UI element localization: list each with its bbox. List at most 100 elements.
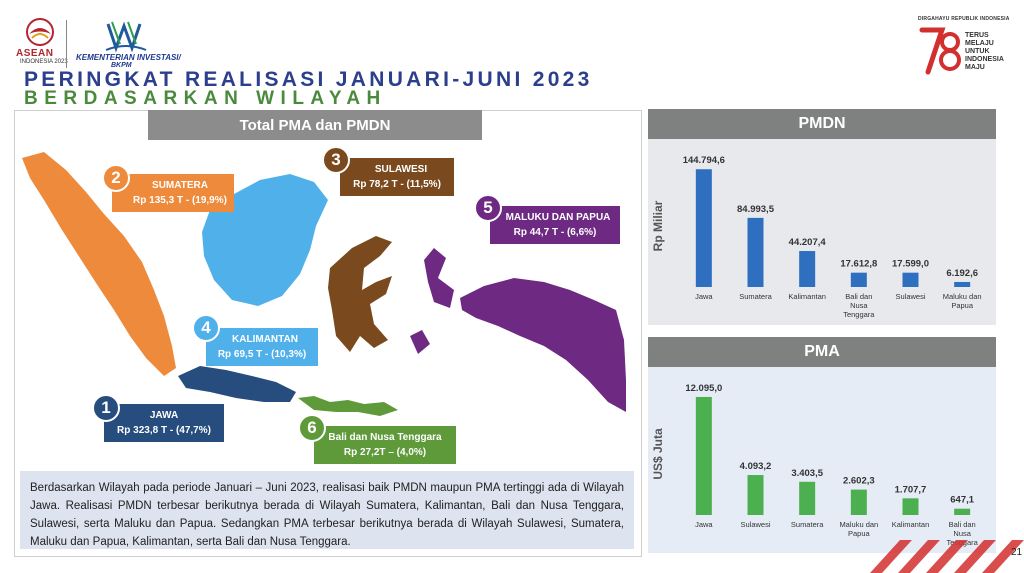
x-tick-label: Maluku dan Papua bbox=[839, 520, 878, 538]
rank-badge-5: 5 bbox=[474, 194, 502, 222]
region-maluku-papua-shape bbox=[410, 248, 626, 412]
pmdn-bar-chart: Rp Miliar 144.794,6 Jawa 84.993,5 Sumatera 44… bbox=[651, 155, 982, 319]
region-label-sulawesi: SULAWESI Rp 78,2 T - (11,5%) bbox=[340, 158, 454, 196]
bar-bali-dan-nusa-tenggara bbox=[850, 272, 867, 287]
region-sulawesi-shape bbox=[328, 236, 392, 352]
bar-maluku-dan-papua bbox=[850, 489, 867, 515]
region-name: MALUKU DAN PAPUA bbox=[505, 212, 611, 223]
rank-badge-3: 3 bbox=[322, 146, 350, 174]
region-value: Rp 69,5 T - (10,3%) bbox=[217, 349, 307, 360]
x-tick-label-line: Jawa bbox=[695, 520, 713, 529]
bar-kalimantan bbox=[902, 498, 919, 515]
pma-chart-title: PMA bbox=[648, 337, 996, 367]
x-tick-label: Maluku dan Papua bbox=[943, 292, 982, 310]
region-label-jawa: JAWA Rp 323,8 T - (47,7%) bbox=[104, 404, 224, 442]
x-tick-label-line: Papua bbox=[848, 529, 871, 538]
x-tick-label: Sumatera bbox=[791, 520, 824, 529]
region-name: KALIMANTAN bbox=[232, 334, 298, 345]
x-tick-label-line: Nusa bbox=[953, 529, 971, 538]
y-axis-label: US$ Juta bbox=[651, 428, 665, 480]
region-name: SUMATERA bbox=[152, 180, 208, 191]
data-label: 2.602,3 bbox=[843, 476, 875, 487]
x-tick-label: Sulawesi bbox=[895, 292, 925, 301]
asean-logo-icon bbox=[26, 18, 54, 46]
region-sumatera-shape bbox=[22, 152, 176, 376]
region-value: Rp 44,7 T - (6,6%) bbox=[513, 227, 597, 238]
x-tick-label-line: Tenggara bbox=[843, 310, 875, 319]
ministry-short: BKPM bbox=[111, 62, 132, 69]
region-label-maluku-papua: MALUKU DAN PAPUA Rp 44,7 T - (6,6%) bbox=[490, 206, 620, 244]
region-value: Rp 135,3 T - (19,9%) bbox=[133, 195, 227, 206]
bar-sumatera bbox=[747, 217, 764, 287]
region-name: Bali dan Nusa Tenggara bbox=[328, 432, 442, 443]
asean-sub-label: INDONESIA 2023 bbox=[20, 59, 68, 65]
x-tick-label-line: Bali dan bbox=[845, 292, 872, 301]
x-tick-label-line: Bali dan bbox=[949, 520, 976, 529]
rank-badge-1: 1 bbox=[92, 394, 120, 422]
x-tick-label: Kalimantan bbox=[788, 292, 826, 301]
data-label: 1.707,7 bbox=[895, 484, 927, 495]
x-tick-label-line: Kalimantan bbox=[892, 520, 930, 529]
bar-jawa bbox=[695, 169, 712, 287]
data-label: 12.095,0 bbox=[685, 383, 722, 394]
x-tick-label-line: Sulawesi bbox=[740, 520, 770, 529]
bar-sumatera bbox=[799, 481, 816, 515]
x-tick-label-line: Maluku dan bbox=[839, 520, 878, 529]
bar-maluku-dan-papua bbox=[954, 281, 971, 287]
data-label: 84.993,5 bbox=[737, 204, 775, 215]
region-name: SULAWESI bbox=[374, 164, 428, 175]
bar-sulawesi bbox=[747, 475, 764, 515]
region-value: Rp 78,2 T - (11,5%) bbox=[353, 179, 441, 190]
region-value: Rp 27,2T – (4,0%) bbox=[343, 447, 427, 458]
x-tick-label-line: Papua bbox=[951, 301, 974, 310]
region-label-bali-nt: Bali dan Nusa Tenggara Rp 27,2T – (4,0%) bbox=[314, 426, 456, 464]
x-tick-label-line: Kalimantan bbox=[788, 292, 826, 301]
data-label: 17.599,0 bbox=[892, 259, 929, 270]
data-label: 17.612,8 bbox=[840, 259, 877, 270]
x-tick-label: Kalimantan bbox=[892, 520, 930, 529]
anniversary-tagline: TERUS MELAJU UNTUK INDONESIA MAJU bbox=[965, 32, 1004, 71]
pmdn-chart-title: PMDN bbox=[648, 109, 996, 139]
y-axis-label: Rp Miliar bbox=[651, 200, 665, 251]
bar-jawa bbox=[695, 396, 712, 515]
map-panel-title: Total PMA dan PMDN bbox=[148, 110, 482, 140]
anniversary-label: DIRGAHAYU REPUBLIK INDONESIA bbox=[918, 16, 1010, 22]
region-value: Rp 323,8 T - (47,7%) bbox=[117, 425, 211, 436]
data-label: 647,1 bbox=[950, 495, 974, 506]
region-jawa-shape bbox=[178, 366, 296, 402]
pma-bar-chart: US$ Juta 12.095,0 Jawa 4.093,2 Sulawesi 3.403… bbox=[651, 383, 979, 547]
x-tick-label-line: Sulawesi bbox=[895, 292, 925, 301]
ministry-name: KEMENTERIAN INVESTASI/ bbox=[76, 53, 181, 62]
bar-bali-dan-nusa-tenggara bbox=[954, 508, 971, 515]
header-divider bbox=[66, 20, 67, 68]
data-label: 4.093,2 bbox=[740, 461, 772, 472]
region-bali-nt-shape bbox=[298, 396, 398, 416]
region-label-sumatera: SUMATERA Rp 135,3 T - (19,9%) bbox=[112, 174, 234, 212]
region-name: JAWA bbox=[149, 410, 179, 421]
asean-label: ASEAN bbox=[16, 48, 54, 59]
data-label: 44.207,4 bbox=[789, 237, 827, 248]
bkpm-logo-icon bbox=[105, 21, 147, 53]
bar-kalimantan bbox=[799, 251, 816, 287]
bar-sulawesi bbox=[902, 272, 919, 287]
decorative-stripes bbox=[870, 540, 1024, 573]
page-subtitle: BERDASARKAN WILAYAH bbox=[24, 88, 387, 109]
x-tick-label-line: Sumatera bbox=[791, 520, 824, 529]
x-tick-label-line: Jawa bbox=[695, 292, 713, 301]
page-title: PERINGKAT REALISASI JANUARI-JUNI 2023 bbox=[24, 68, 593, 91]
ri-78-logo-icon bbox=[919, 27, 961, 75]
x-tick-label-line: Maluku dan bbox=[943, 292, 982, 301]
rank-badge-6: 6 bbox=[298, 414, 326, 442]
data-label: 3.403,5 bbox=[791, 468, 823, 479]
x-tick-label: Jawa bbox=[695, 292, 713, 301]
rank-badge-2: 2 bbox=[102, 164, 130, 192]
description-text: Berdasarkan Wilayah pada periode Januari… bbox=[20, 471, 634, 549]
region-label-kalimantan: KALIMANTAN Rp 69,5 T - (10,3%) bbox=[206, 328, 318, 366]
x-tick-label-line: Sumatera bbox=[739, 292, 772, 301]
data-label: 6.192,6 bbox=[946, 268, 978, 279]
data-label: 144.794,6 bbox=[683, 155, 725, 166]
x-tick-label-line: Nusa bbox=[850, 301, 868, 310]
rank-badge-4: 4 bbox=[192, 314, 220, 342]
x-tick-label: Jawa bbox=[695, 520, 713, 529]
